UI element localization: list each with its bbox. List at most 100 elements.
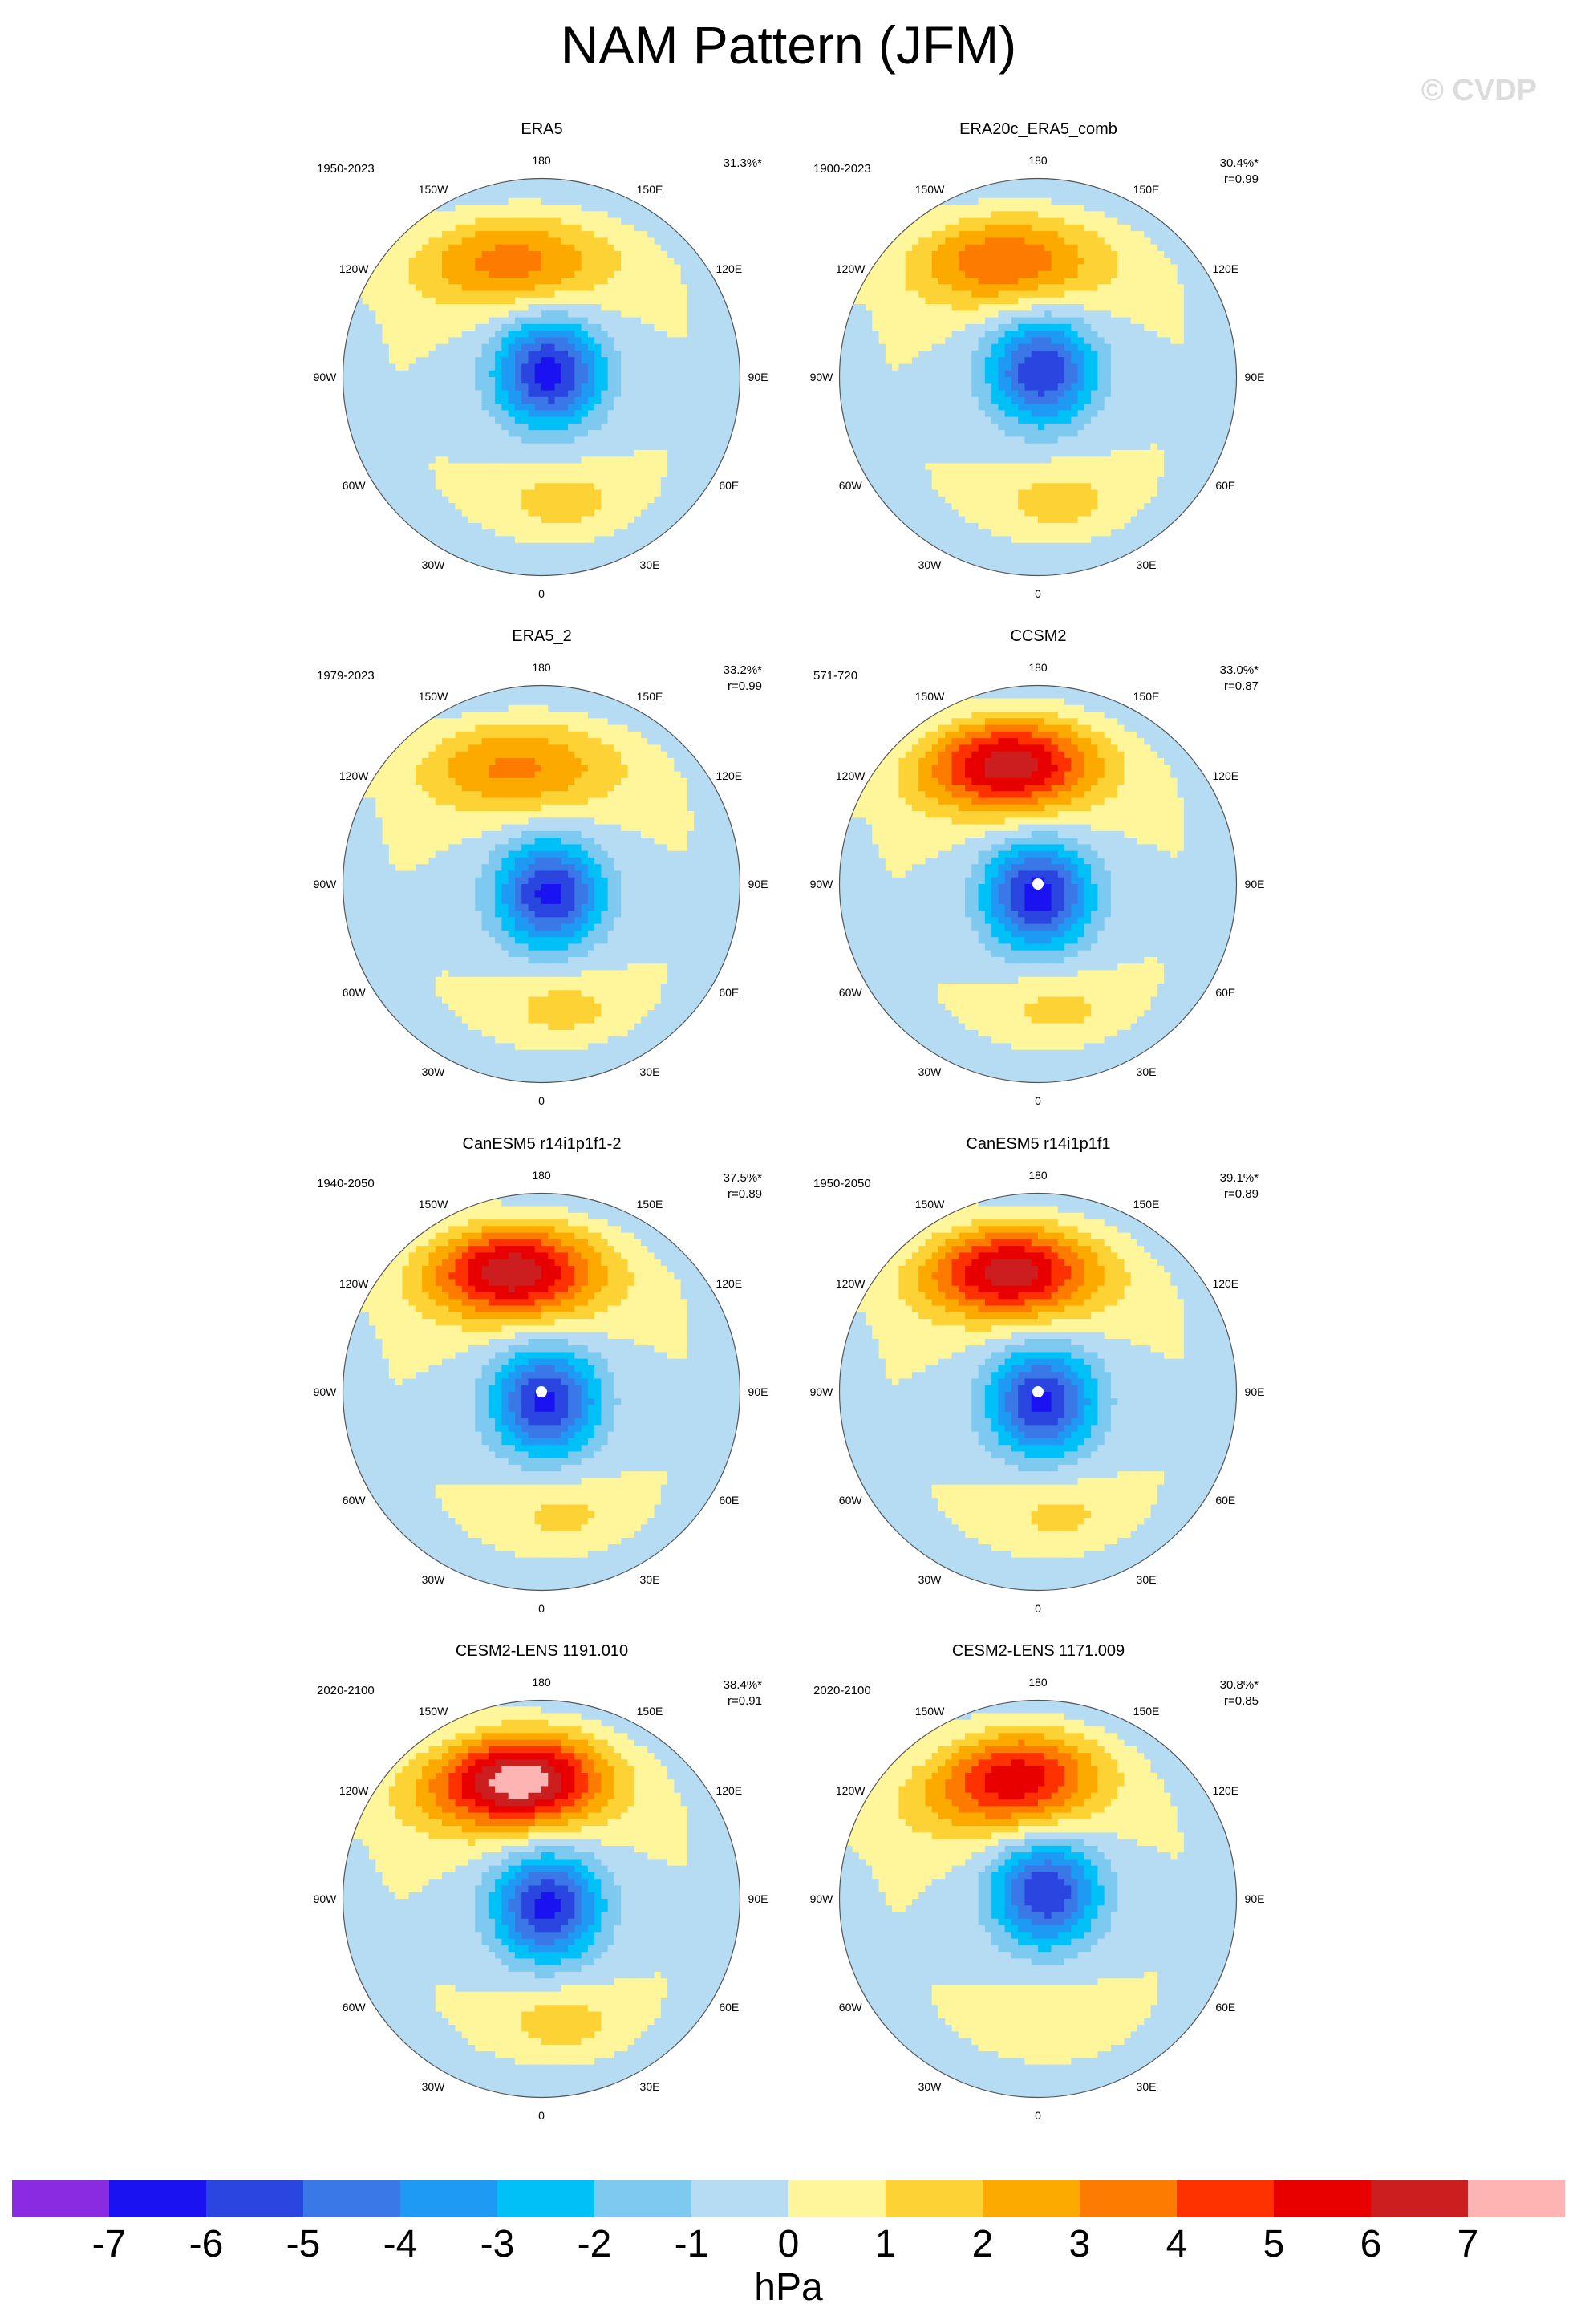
panel-years: 571-720	[813, 669, 857, 683]
colorbar-swatch	[109, 2180, 207, 2217]
pole-marker	[1032, 878, 1044, 890]
longitude-label: 180	[1028, 1169, 1047, 1182]
longitude-label: 60W	[839, 479, 862, 492]
longitude-label: 90W	[314, 1892, 337, 1905]
percent-variance: 30.8%*	[1178, 1677, 1259, 1693]
longitude-label: 120E	[716, 1784, 742, 1797]
longitude-label: 150W	[915, 1198, 945, 1211]
longitude-label: 30E	[1137, 2080, 1157, 2093]
colorbar-swatch	[497, 2180, 595, 2217]
longitude-label: 90E	[748, 878, 768, 890]
pole-marker	[1032, 1386, 1044, 1397]
longitude-label: 60E	[1215, 1494, 1235, 1507]
colorbar-tick: -6	[189, 2222, 224, 2266]
longitude-label: 60W	[839, 2001, 862, 2014]
longitude-label: 150E	[1133, 183, 1160, 196]
pattern-correlation: r=0.85	[1178, 1693, 1259, 1710]
longitude-label: 120W	[836, 1277, 866, 1290]
longitude-label: 30E	[1137, 1065, 1157, 1078]
polar-map	[342, 177, 741, 577]
colorbar-swatch	[1080, 2180, 1178, 2217]
colorbar-swatch	[594, 2180, 692, 2217]
colorbar-tick: 0	[778, 2222, 800, 2266]
colorbar-tick: 2	[972, 2222, 994, 2266]
longitude-label: 0	[1035, 1602, 1041, 1615]
longitude-label: 0	[538, 1094, 545, 1107]
longitude-label: 120E	[1212, 769, 1238, 782]
polar-map	[342, 684, 741, 1084]
longitude-label: 90W	[314, 878, 337, 890]
panel-title: CESM2-LENS 1171.009	[644, 1642, 1433, 1661]
colorbar-tick: -5	[286, 2222, 321, 2266]
longitude-label: 180	[1028, 154, 1047, 167]
longitude-label: 180	[1028, 1676, 1047, 1689]
longitude-label: 120W	[339, 1277, 369, 1290]
panel-years: 1940-2050	[317, 1177, 375, 1190]
longitude-label: 150W	[419, 183, 448, 196]
longitude-label: 150W	[915, 1705, 945, 1718]
longitude-label: 60E	[1215, 986, 1235, 999]
longitude-label: 180	[1028, 661, 1047, 674]
map-outline	[838, 1192, 1238, 1592]
longitude-label: 30W	[422, 2080, 445, 2093]
longitude-label: 150W	[915, 183, 945, 196]
longitude-label: 60W	[343, 2001, 366, 2014]
percent-variance: 38.4%*	[682, 1677, 762, 1693]
colorbar-swatch	[303, 2180, 401, 2217]
colorbar-tick: 4	[1166, 2222, 1188, 2266]
pattern-correlation: r=0.89	[1178, 1186, 1259, 1203]
percent-variance: 30.4%*	[1178, 156, 1259, 172]
longitude-label: 30W	[918, 1065, 942, 1078]
longitude-label: 90E	[1245, 371, 1265, 383]
panel-years: 2020-2100	[813, 1684, 871, 1697]
longitude-label: 90W	[810, 1385, 833, 1398]
map-panel: CanESM5 r14i1p1f1-2 1940-2050 37.5%* r=0.89…	[148, 1135, 936, 1644]
longitude-label: 180	[532, 154, 550, 167]
panel-title: CanESM5 r14i1p1f1-2	[148, 1135, 936, 1154]
longitude-label: 90E	[1245, 1385, 1265, 1398]
longitude-label: 0	[1035, 587, 1041, 600]
longitude-label: 30W	[422, 1065, 445, 1078]
panel-title: ERA5_2	[148, 627, 936, 646]
panel-stats: 30.8%* r=0.85	[1178, 1677, 1259, 1710]
colorbar-tick: 7	[1457, 2222, 1479, 2266]
longitude-label: 180	[532, 661, 550, 674]
longitude-label: 0	[538, 587, 545, 600]
longitude-label: 90W	[314, 371, 337, 383]
longitude-label: 150W	[419, 1198, 448, 1211]
panel-years: 2020-2100	[317, 1684, 375, 1697]
longitude-label: 30E	[640, 558, 660, 571]
panel-stats: 38.4%* r=0.91	[682, 1677, 762, 1710]
longitude-label: 150E	[637, 1705, 663, 1718]
colorbar-tick: -7	[92, 2222, 127, 2266]
longitude-label: 30W	[918, 1573, 942, 1586]
longitude-label: 60E	[1215, 2001, 1235, 2014]
longitude-label: 30E	[640, 2080, 660, 2093]
longitude-label: 120E	[716, 769, 742, 782]
longitude-label: 60E	[1215, 479, 1235, 492]
pattern-correlation: r=0.99	[682, 679, 762, 695]
longitude-label: 60W	[343, 986, 366, 999]
percent-variance: 33.0%*	[1178, 663, 1259, 679]
longitude-label: 30E	[640, 1065, 660, 1078]
longitude-label: 90E	[1245, 1892, 1265, 1905]
longitude-label: 120W	[339, 769, 369, 782]
colorbar-swatch	[788, 2180, 886, 2217]
colorbar	[12, 2180, 1565, 2217]
longitude-label: 90W	[810, 371, 833, 383]
longitude-label: 180	[532, 1169, 550, 1182]
longitude-label: 60W	[839, 1494, 862, 1507]
panel-stats: 31.3%*	[682, 156, 762, 172]
colorbar-swatch	[12, 2180, 110, 2217]
colorbar-tick: 3	[1069, 2222, 1091, 2266]
longitude-label: 120W	[836, 262, 866, 275]
longitude-label: 120E	[1212, 1784, 1238, 1797]
pattern-correlation: r=0.99	[1178, 172, 1259, 188]
map-panel: CCSM2 571-720 33.0%* r=0.87 180 150E 120E 90E 60…	[644, 627, 1433, 1136]
longitude-label: 150W	[419, 690, 448, 703]
pattern-correlation: r=0.87	[1178, 679, 1259, 695]
panel-years: 1950-2050	[813, 1177, 871, 1190]
longitude-label: 120E	[1212, 262, 1238, 275]
colorbar-tick: 6	[1360, 2222, 1382, 2266]
longitude-label: 150E	[637, 690, 663, 703]
